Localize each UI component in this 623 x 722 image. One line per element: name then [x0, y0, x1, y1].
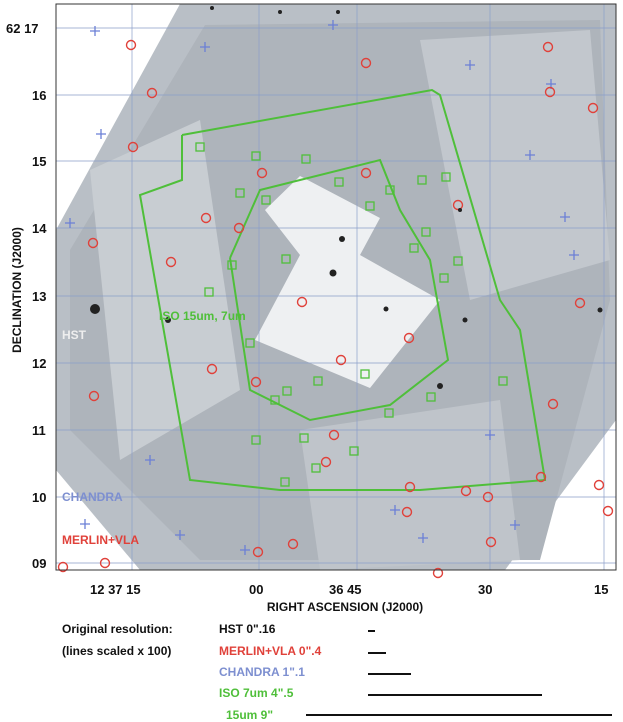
dec-tick: 09 [32, 556, 46, 571]
iso-7um-sources [195, 142, 508, 487]
iso-15um-outline [138, 88, 547, 491]
legend-iso15-label: 15um 9" [226, 708, 274, 722]
dec-tick: 12 [32, 356, 46, 371]
merlin-label: MERLIN+VLA [62, 533, 139, 547]
dec-tick: 11 [32, 423, 46, 438]
chandra-label: CHANDRA [62, 490, 123, 504]
ra-tick: 00 [249, 582, 263, 597]
x-axis-label: RIGHT ASCENSION (J2000) [267, 600, 423, 614]
dec-tick: 15 [32, 154, 46, 169]
legend-iso7-label: ISO 7um 4".5 [219, 686, 294, 700]
merlin-resolution-bar [368, 652, 386, 654]
dec-tick: 62 17 [6, 21, 39, 36]
sky-image [56, 4, 616, 570]
legend-subtitle: (lines scaled x 100) [62, 644, 172, 658]
dec-tick-labels: 62 17 16 15 14 13 12 11 10 09 [6, 21, 47, 571]
legend-merlin-label: MERLIN+VLA 0".4 [219, 644, 322, 658]
dec-tick: 16 [32, 88, 46, 103]
legend-hst-label: HST 0".16 [219, 622, 276, 636]
dec-tick: 14 [32, 221, 47, 236]
hst-resolution-bar [368, 630, 375, 632]
legend-title: Original resolution: [62, 622, 173, 636]
bright-objects [90, 6, 603, 389]
chandra-resolution-bar [368, 673, 411, 675]
iso15-resolution-bar [306, 714, 612, 716]
chandra-sources [65, 20, 579, 555]
y-axis-label: DECLINATION (J2000) [10, 227, 24, 353]
iso7-resolution-bar [368, 694, 542, 696]
merlin-vla-sources [57, 39, 614, 579]
iso-label: ISO 15um, 7um [159, 309, 246, 323]
coordinate-grid [56, 4, 616, 570]
ra-tick: 36 45 [329, 582, 362, 597]
ra-tick: 12 37 15 [90, 582, 141, 597]
resolution-legend: Original resolution: (lines scaled x 100… [0, 618, 623, 722]
plot-frame [55, 3, 617, 571]
hdf-field-map: HST ISO 15um, 7um CHANDRA MERLIN+VLA 62 … [6, 3, 617, 614]
ra-tick-labels: 12 37 15 00 36 45 30 15 [90, 582, 608, 597]
legend-chandra-label: CHANDRA 1".1 [219, 665, 305, 679]
ra-tick: 30 [478, 582, 492, 597]
dec-tick: 10 [32, 490, 46, 505]
hst-label: HST [62, 328, 87, 342]
dec-tick: 13 [32, 289, 46, 304]
ra-tick: 15 [594, 582, 608, 597]
